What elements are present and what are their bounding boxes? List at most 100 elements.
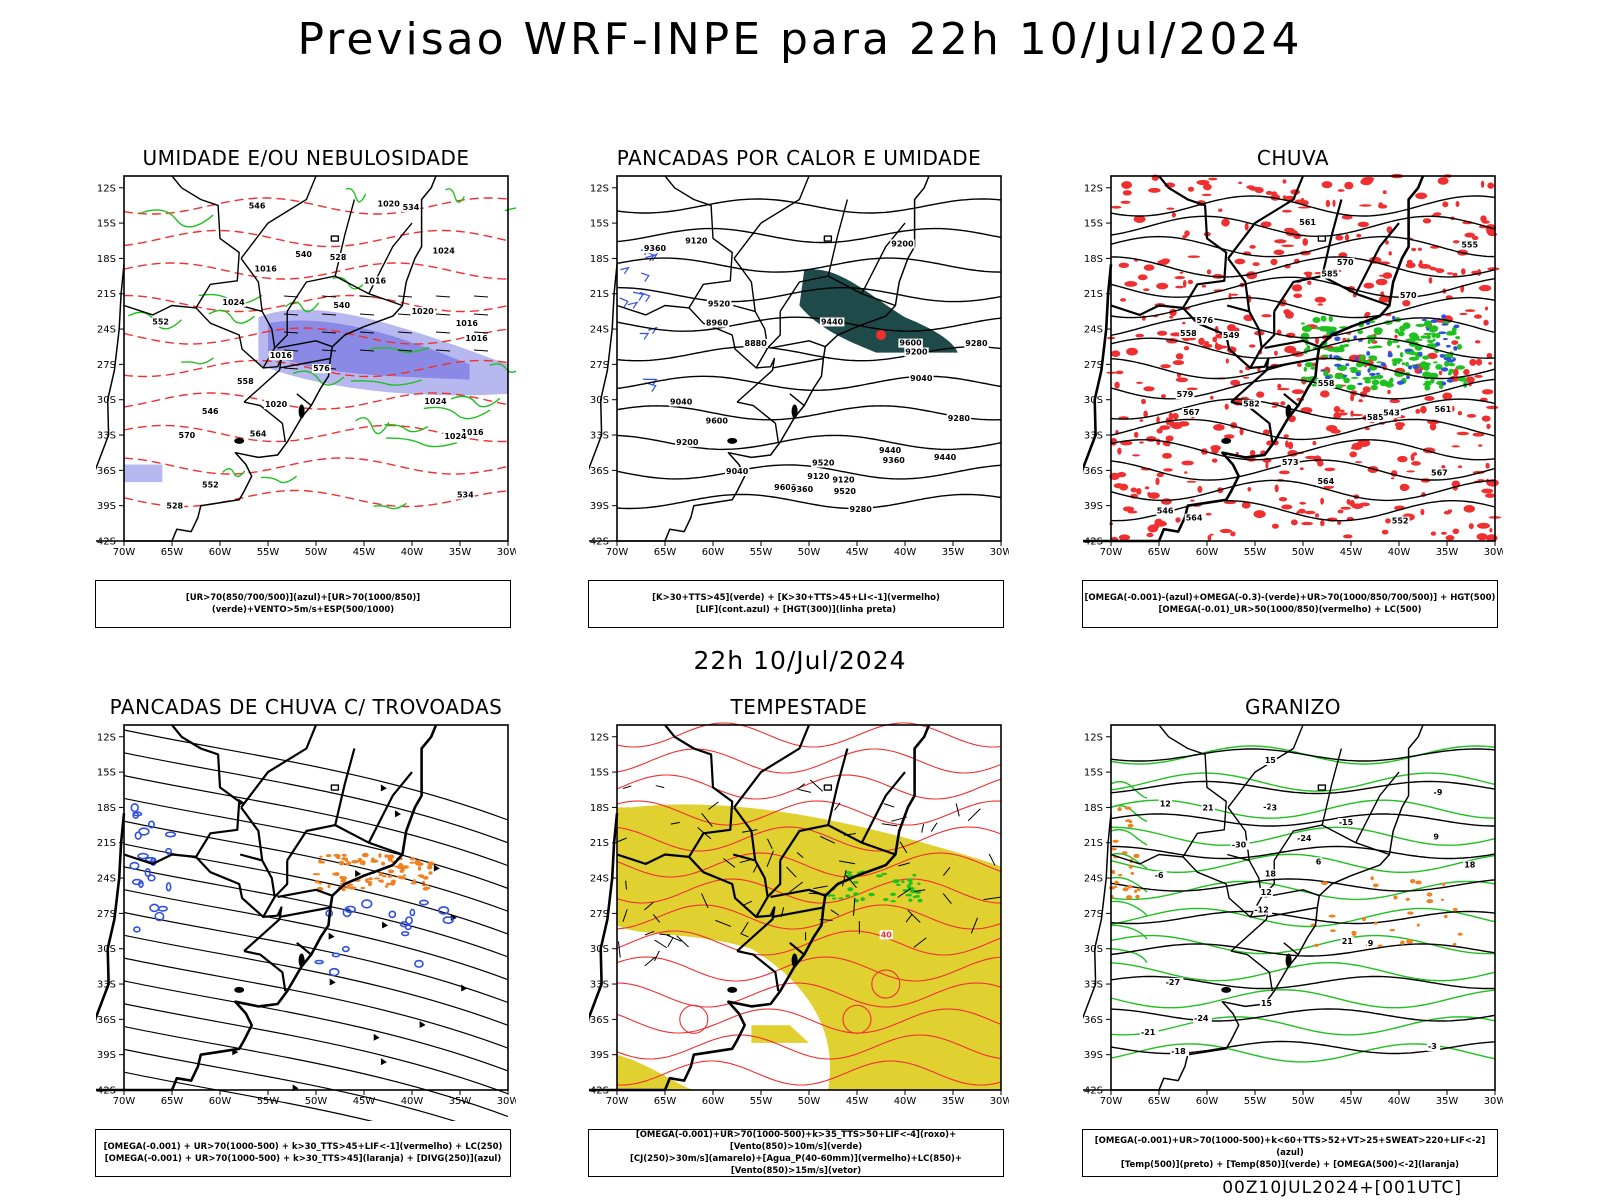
wind-vector	[830, 909, 840, 916]
lon-label: 50W	[798, 1096, 821, 1107]
contour-label: 9600	[774, 483, 797, 492]
contour-label: 9440	[879, 446, 902, 455]
field-blob	[1106, 371, 1118, 374]
precip-contour	[616, 1034, 1002, 1060]
field-blob	[1456, 431, 1469, 436]
label-bg	[151, 317, 171, 327]
wind-vector	[397, 331, 413, 334]
field-blob	[1239, 369, 1243, 374]
field-blob	[1433, 361, 1438, 364]
lat-label: 39S	[1084, 1050, 1103, 1061]
country-border	[1182, 853, 1263, 918]
label-bg	[1280, 457, 1300, 467]
field-blob	[1249, 186, 1260, 191]
field-blob	[1130, 871, 1135, 875]
contour-line	[123, 197, 509, 215]
field-blob	[1429, 268, 1440, 271]
contour-label: 546	[249, 202, 266, 211]
streamline	[123, 1025, 509, 1118]
field-blob	[1447, 509, 1452, 513]
precip-contour	[616, 878, 1002, 904]
field-blob	[1133, 431, 1139, 438]
field-blob	[1124, 281, 1138, 287]
contour-label: 12	[1160, 800, 1171, 809]
contour-label: 9040	[726, 467, 749, 476]
field-blob	[1265, 190, 1273, 195]
field-blob	[1249, 450, 1256, 456]
field-blob	[1208, 177, 1218, 181]
coastline	[589, 724, 931, 1092]
field-blob	[1446, 378, 1454, 383]
lat-label: 36S	[590, 466, 609, 477]
lat-label: 36S	[590, 1015, 609, 1026]
contour-line	[1110, 235, 1495, 258]
wind-vector	[622, 785, 632, 790]
field-blob	[345, 862, 350, 866]
streamline	[123, 889, 509, 981]
streamline	[123, 1048, 457, 1121]
wind-vector	[473, 295, 489, 298]
field-blob	[1375, 372, 1381, 375]
label-bg	[248, 429, 268, 439]
field-blob	[1407, 365, 1413, 370]
field-blob	[1435, 342, 1441, 347]
field-blob	[1367, 368, 1371, 373]
field-blob	[1297, 363, 1302, 367]
jet-area	[751, 1025, 809, 1043]
lon-label: 50W	[305, 547, 328, 558]
contour-line	[616, 286, 1002, 303]
field-blob	[384, 885, 389, 888]
label-bg	[806, 471, 831, 481]
legend-line: [OMEGA(-0.001) + UR>70(1000-500) + k>30_…	[103, 1142, 503, 1152]
label-bg	[165, 501, 185, 511]
divergence-blob	[388, 910, 397, 919]
field-blob	[1333, 355, 1340, 359]
panel-granizo: GRANIZO -3 -6 -9 -12 -15 -18 -21 -24 -27 -30 -21 -2…	[1082, 695, 1503, 1177]
lif-contour	[620, 266, 630, 275]
field-blob	[1372, 883, 1379, 888]
wind-vector	[701, 812, 713, 827]
label-bg	[725, 467, 750, 477]
wind-vector	[644, 930, 655, 936]
lon-label: 50W	[1292, 1096, 1315, 1107]
label-bg	[328, 252, 348, 262]
map-chuva: 585 585 582 579 576 573 570 567 564 561 558 555 552 5…	[1083, 173, 1503, 558]
lat-label: 18S	[97, 803, 116, 814]
field-blob	[1298, 206, 1311, 209]
label-bg	[423, 396, 448, 406]
label-bg	[1432, 832, 1440, 842]
wind-vector	[942, 866, 951, 876]
field-blob	[1283, 434, 1289, 439]
contour-label: 9440	[934, 453, 957, 462]
panel-title: GRANIZO	[1244, 695, 1342, 719]
label-bg	[1221, 331, 1241, 341]
wind-vector	[809, 779, 824, 792]
label-bg	[811, 458, 836, 468]
field-blob	[1452, 272, 1458, 277]
label-bg	[832, 487, 858, 497]
humidity-contour	[445, 188, 465, 203]
contour-label: 9600	[706, 417, 729, 426]
panel-legend: [OMEGA(-0.001) + UR>70(1000-500) + k>30_…	[95, 1129, 511, 1177]
wind-vector	[652, 914, 661, 923]
field-blob	[1334, 336, 1341, 342]
country-border	[789, 941, 805, 956]
label-bg	[1316, 477, 1336, 487]
field-blob	[1433, 212, 1442, 216]
field-blob	[1301, 521, 1314, 526]
wind-vector	[766, 838, 773, 849]
lat-label: 12S	[97, 732, 116, 743]
lat-label: 27S	[1084, 360, 1103, 371]
wind-vector	[967, 808, 981, 822]
lon-label: 50W	[1292, 547, 1315, 558]
field-blob	[1133, 853, 1140, 859]
divergence-blob	[442, 916, 454, 925]
field-blob	[365, 881, 373, 883]
field-blob	[1117, 807, 1122, 812]
panel-trovoadas: PANCADAS DE CHUVA C/ TROVOADAS 12S 15S 18S…	[95, 695, 516, 1177]
precip-contour	[616, 800, 1002, 826]
panel-title: UMIDADE E/OU NEBULOSIDADE	[142, 146, 470, 170]
field-blob	[1162, 452, 1172, 459]
field-blob	[895, 883, 901, 886]
field-blob	[1394, 422, 1406, 428]
